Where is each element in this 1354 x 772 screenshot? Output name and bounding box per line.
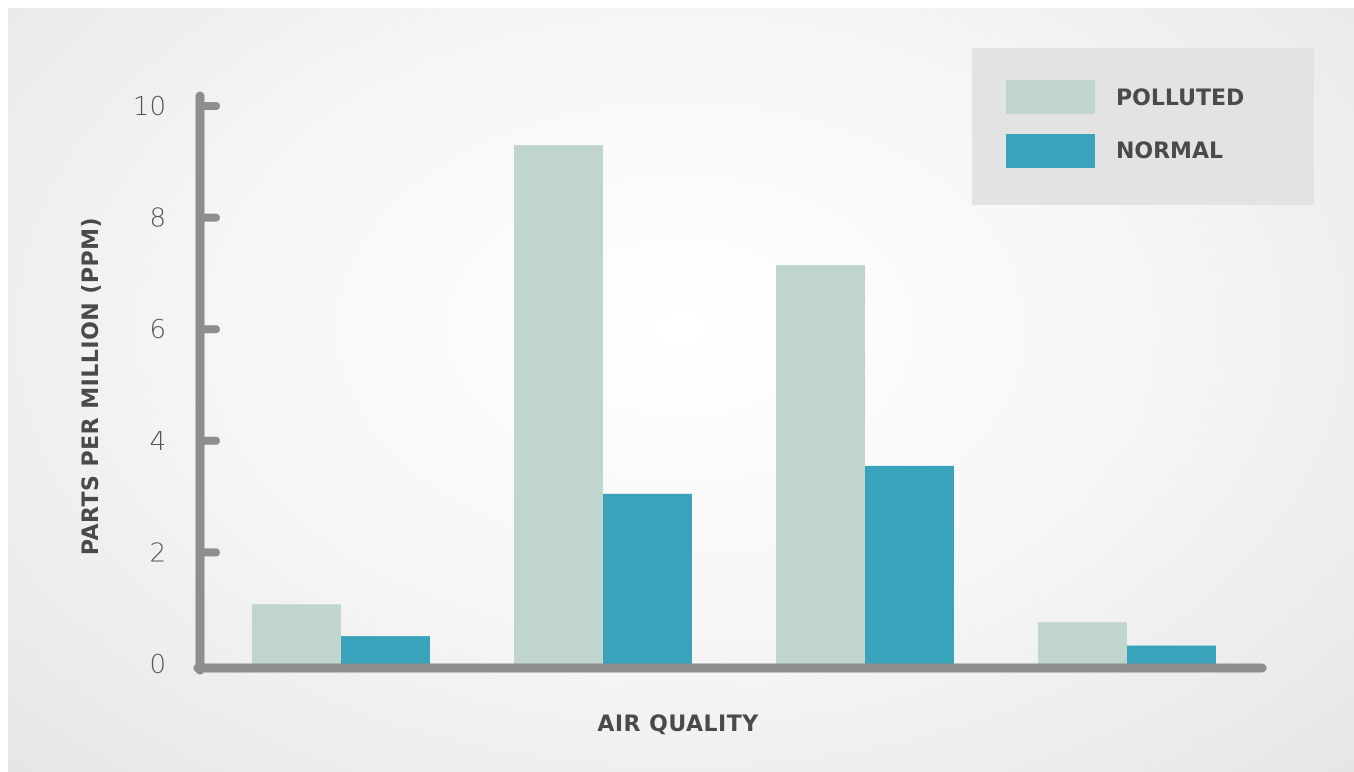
- legend-label-polluted: POLLUTED: [1116, 86, 1244, 111]
- legend-swatch-polluted: [1006, 80, 1095, 114]
- bars-group: [252, 145, 1216, 664]
- bar-normal-3: [865, 465, 954, 664]
- y-tick-label: 6: [149, 315, 166, 345]
- chart-background: 0 2 4 6 8 10 PARTS PER MILLION (PPM) AIR QUAL…: [8, 8, 1354, 772]
- bar-polluted-2: [514, 145, 603, 664]
- y-ticks-group: 0 2 4 6 8 10: [133, 92, 220, 680]
- y-tick-label: 4: [149, 427, 166, 457]
- y-tick-label: 8: [149, 204, 166, 234]
- legend-label-normal: NORMAL: [1116, 139, 1223, 164]
- bar-normal-2: [603, 493, 692, 664]
- bar-polluted-4: [1038, 622, 1127, 664]
- legend-background: [972, 48, 1314, 205]
- legend: POLLUTED NORMAL: [972, 48, 1314, 205]
- bar-polluted-1: [252, 604, 341, 664]
- y-axis-title: PARTS PER MILLION (PPM): [79, 217, 104, 555]
- bar-normal-4: [1127, 645, 1216, 664]
- y-tick-label: 2: [149, 538, 166, 568]
- bar-polluted-3: [776, 265, 865, 664]
- y-tick-label: 10: [133, 92, 166, 122]
- bar-chart: 0 2 4 6 8 10 PARTS PER MILLION (PPM) AIR QUAL…: [79, 48, 1314, 737]
- y-tick-label: 0: [149, 650, 166, 680]
- x-axis-title: AIR QUALITY: [597, 712, 759, 737]
- bar-normal-1: [341, 636, 430, 664]
- axes-group: [193, 91, 1267, 675]
- legend-swatch-normal: [1006, 134, 1095, 168]
